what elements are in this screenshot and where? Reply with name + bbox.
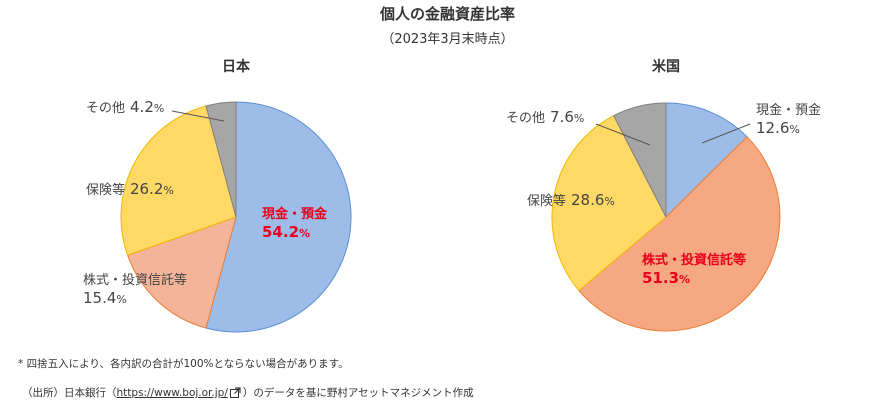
leader-line (171, 110, 225, 122)
pie-slice-stocks (578, 136, 781, 332)
pie-slice-insurance (551, 115, 667, 292)
data-label-other: その他 7.6% (506, 108, 584, 126)
data-label-other: その他 4.2% (86, 98, 164, 116)
pie-slice-insurance (120, 105, 237, 256)
data-label-cash: 現金・預金 54.2% (262, 206, 328, 241)
external-link-icon[interactable] (229, 387, 241, 401)
pie-slice-stocks (126, 216, 237, 329)
page-subtitle: （2023年3月末時点） (381, 32, 514, 47)
pie-slice-other (205, 101, 237, 218)
chart-title: 米国 (652, 58, 680, 75)
data-label-stocks: 株式・投資信託等 15.4% (83, 272, 187, 307)
boj-link[interactable]: https://www.boj.or.jp/ (116, 387, 228, 399)
leader-line (701, 123, 751, 144)
chart-title: 日本 (222, 58, 251, 75)
data-label-insurance: 保険等 28.6% (527, 191, 615, 209)
page-title: 個人の金融資産比率 (379, 5, 515, 23)
data-label-cash: 現金・預金 12.6% (756, 102, 821, 137)
data-label-insurance: 保険等 26.2% (86, 180, 174, 198)
source-suffix: ）のデータを基に野村アセットマネジメント作成 (242, 387, 474, 399)
pie-slice-cash (205, 101, 352, 333)
source-line: （出所）日本銀行（https://www.boj.or.jp/ ）のデータを基に野… (22, 385, 474, 401)
data-label-stocks: 株式・投資信託等 51.3% (642, 252, 746, 287)
source-prefix: （出所）日本銀行（ (22, 387, 117, 399)
pie-slice-other (612, 102, 667, 218)
footnote: * 四捨五入により、各内訳の合計が100%とならない場合があります。 (18, 358, 349, 370)
pie-slice-cash (665, 102, 748, 219)
leader-line (595, 123, 651, 146)
